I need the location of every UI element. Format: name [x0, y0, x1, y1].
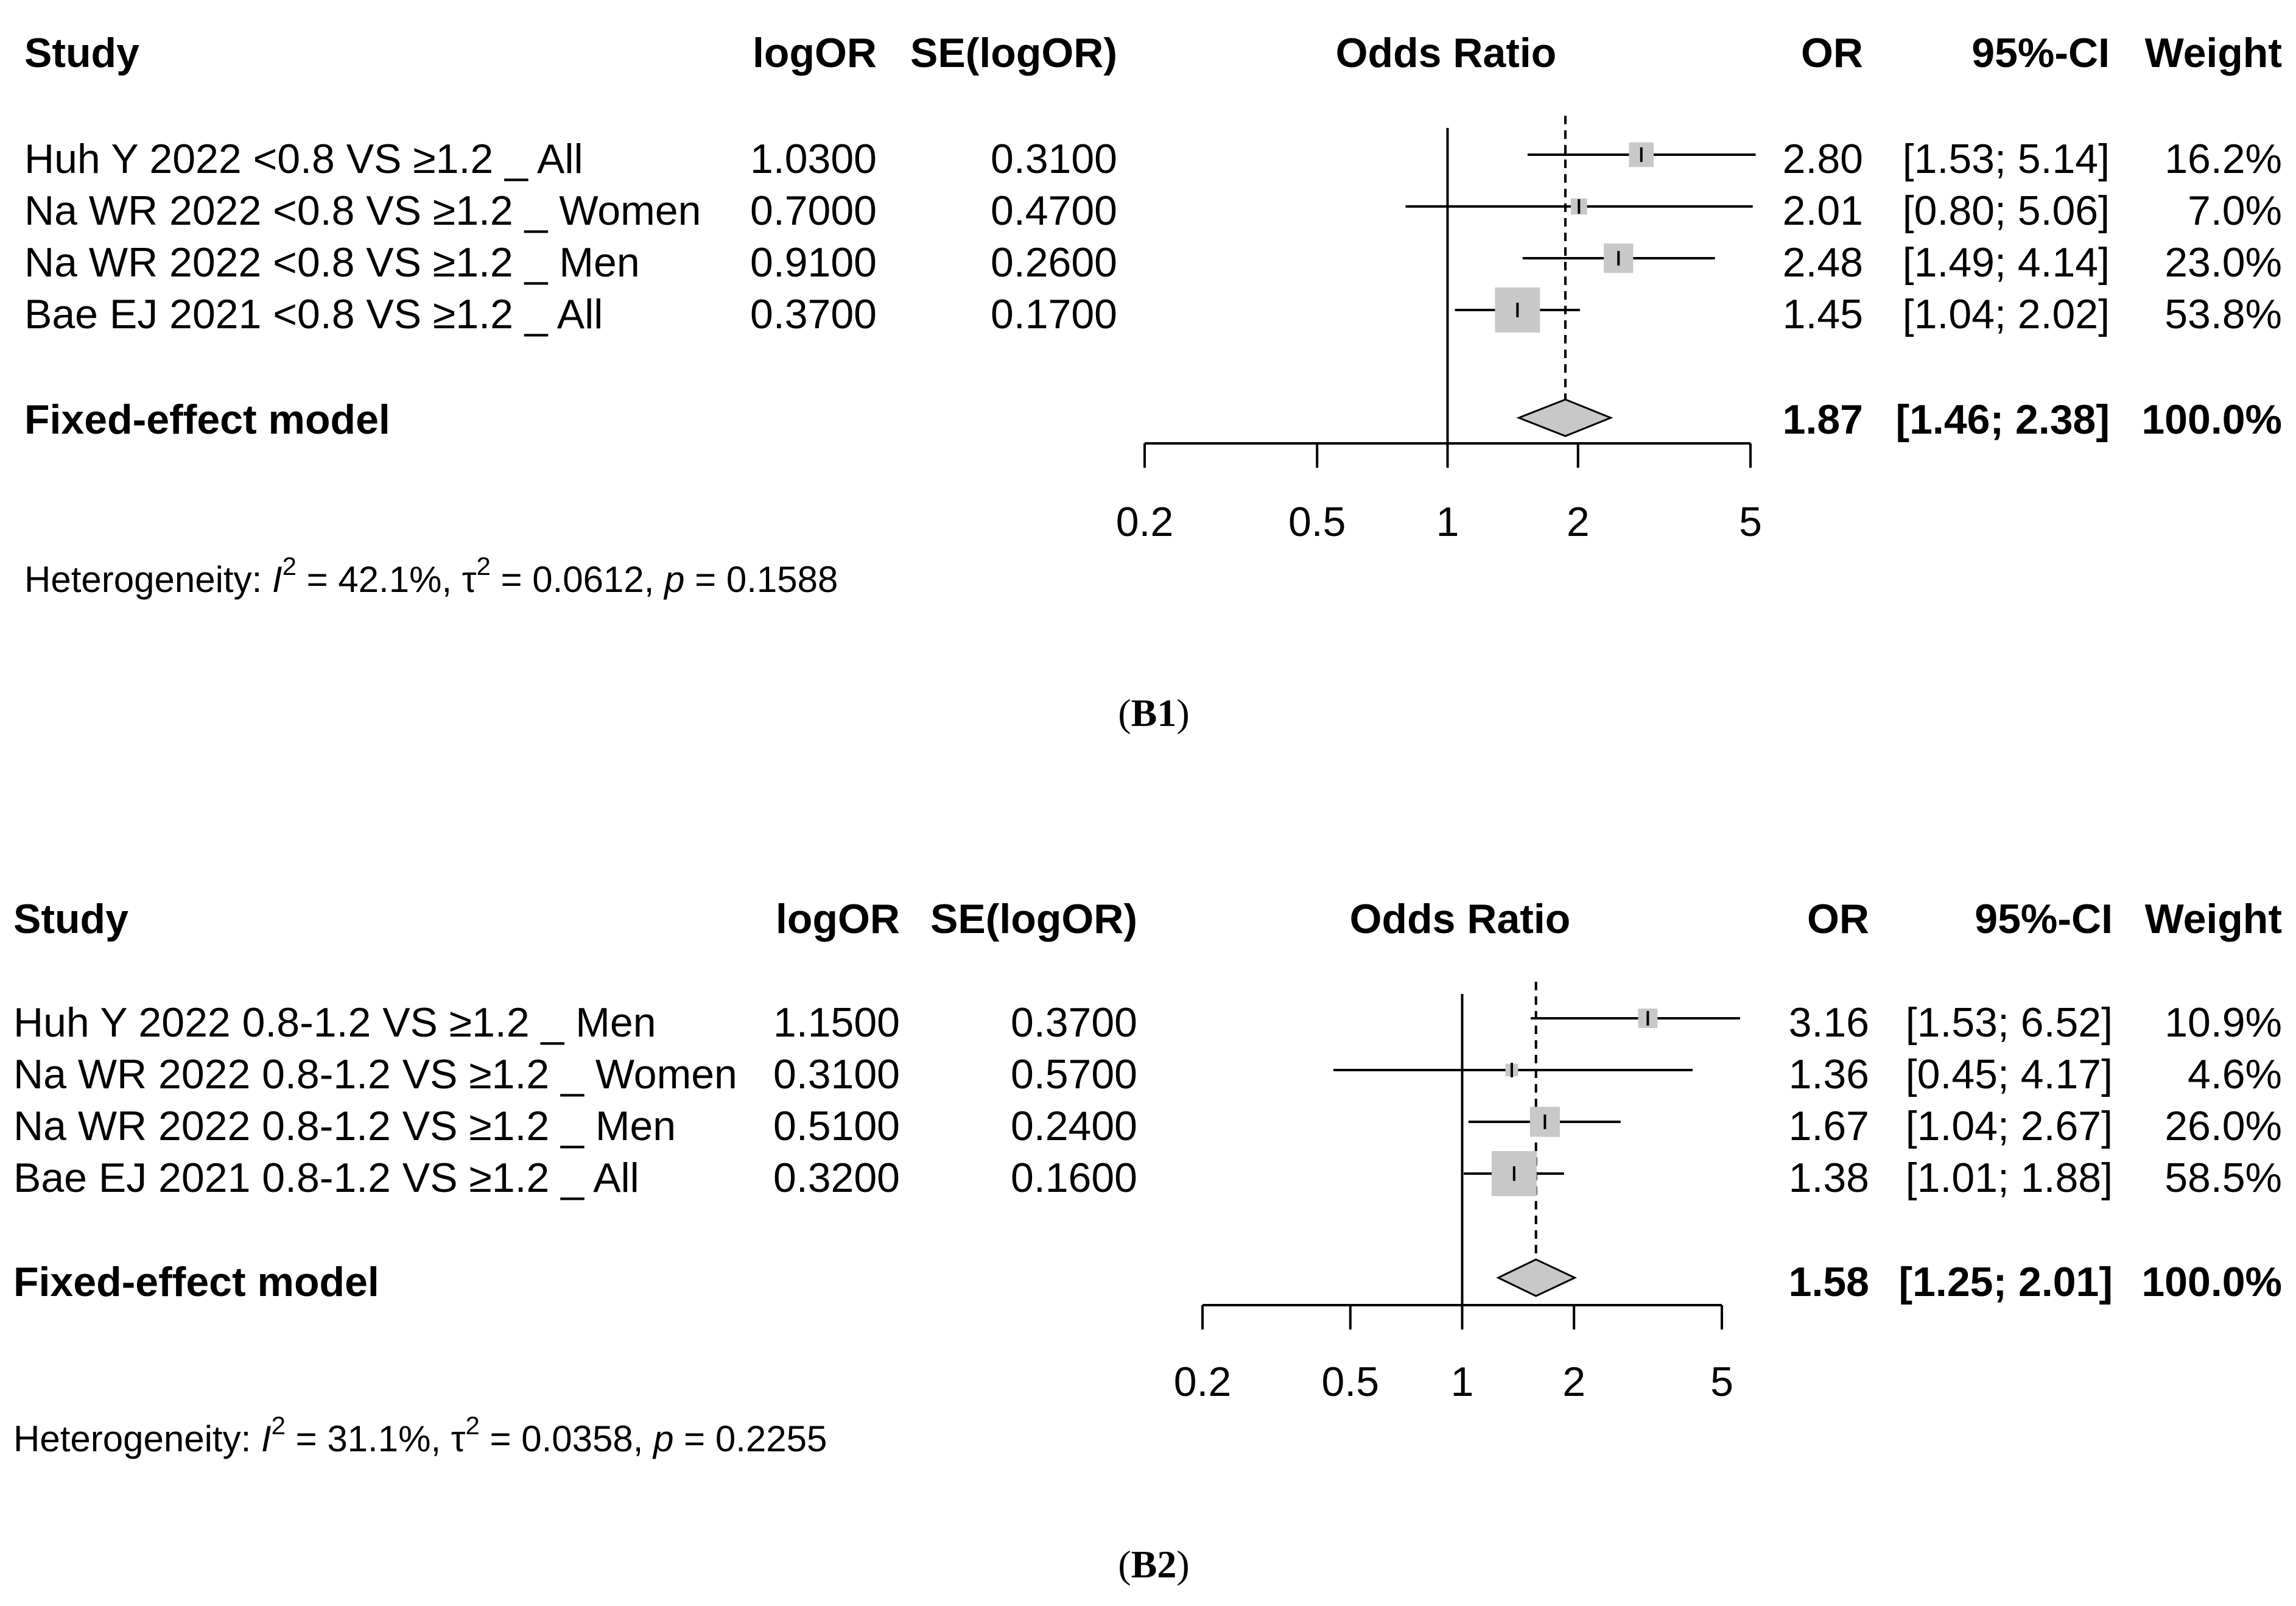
header-weight: Weight	[2145, 30, 2282, 76]
header-odds-ratio: Odds Ratio	[1350, 896, 1571, 942]
study-se: 0.5700	[1011, 1051, 1137, 1097]
header-ci: 95%-CI	[1971, 30, 2110, 76]
summary-label: Fixed-effect model	[24, 396, 390, 443]
study-or: 1.45	[1783, 291, 1863, 337]
forest-plot-area: 0.2 0.5 1 2 5	[1116, 116, 1762, 545]
heterogeneity-text: Heterogeneity: I2 = 31.1%, τ2 = 0.0358, …	[13, 1411, 827, 1459]
forest-plot-area: 0.2 0.5 1 2 5	[1174, 982, 1740, 1405]
study-label: Na WR 2022 <0.8 VS ≥1.2 _ Men	[24, 239, 640, 286]
summary-diamond	[1496, 1258, 1578, 1297]
study-weight: 16.2%	[2164, 136, 2282, 182]
summary-diamond	[1516, 398, 1613, 437]
study-ci: [1.53; 6.52]	[1906, 999, 2113, 1046]
axis-tick-label: 2	[1562, 1359, 1585, 1405]
study-se: 0.3100	[991, 136, 1117, 182]
axis-tick-label: 2	[1567, 499, 1590, 545]
study-logor: 0.3100	[773, 1051, 900, 1097]
study-weight: 7.0%	[2188, 188, 2282, 234]
summary-label: Fixed-effect model	[13, 1259, 379, 1305]
study-label: Bae EJ 2021 <0.8 VS ≥1.2 _ All	[24, 291, 603, 337]
study-label: Na WR 2022 <0.8 VS ≥1.2 _ Women	[24, 188, 701, 234]
study-se: 0.1700	[991, 291, 1117, 337]
header-weight: Weight	[2145, 896, 2282, 942]
panel-caption: (B1)	[1118, 691, 1189, 734]
study-label: Huh Y 2022 <0.8 VS ≥1.2 _ All	[24, 136, 583, 182]
study-or: 1.67	[1789, 1103, 1869, 1149]
study-or: 2.01	[1783, 188, 1863, 234]
summary-weight: 100.0%	[2141, 1259, 2282, 1305]
study-weight: 26.0%	[2164, 1103, 2282, 1149]
study-ci: [0.80; 5.06]	[1903, 188, 2110, 234]
study-ci: [1.49; 4.14]	[1903, 239, 2110, 286]
study-ci: [1.04; 2.67]	[1906, 1103, 2113, 1149]
axis-tick-label: 1	[1436, 499, 1459, 545]
header-se: SE(logOR)	[910, 30, 1117, 76]
axis-tick-label: 0.5	[1322, 1359, 1380, 1405]
header-study: Study	[24, 30, 139, 76]
study-label: Na WR 2022 0.8-1.2 VS ≥1.2 _ Women	[13, 1051, 737, 1097]
study-weight: 10.9%	[2164, 999, 2282, 1046]
study-ci: [1.53; 5.14]	[1903, 136, 2110, 182]
study-logor: 0.9100	[750, 239, 877, 286]
study-se: 0.2600	[991, 239, 1117, 286]
study-or: 2.48	[1783, 239, 1863, 286]
study-ci: [1.01; 1.88]	[1906, 1155, 2113, 1201]
axis-tick-label: 5	[1739, 499, 1762, 545]
header-or: OR	[1807, 896, 1869, 942]
header-study: Study	[13, 896, 128, 942]
study-label: Bae EJ 2021 0.8-1.2 VS ≥1.2 _ All	[13, 1155, 639, 1201]
study-logor: 0.3700	[750, 291, 877, 337]
study-label: Huh Y 2022 0.8-1.2 VS ≥1.2 _ Men	[13, 999, 656, 1046]
study-or: 3.16	[1789, 999, 1869, 1046]
study-se: 0.1600	[1011, 1155, 1137, 1201]
study-label: Na WR 2022 0.8-1.2 VS ≥1.2 _ Men	[13, 1103, 676, 1149]
study-se: 0.4700	[991, 188, 1117, 234]
study-logor: 0.7000	[750, 188, 877, 234]
forest-panel-b2: Study logOR SE(logOR) Odds Ratio OR 95%-…	[13, 896, 2282, 1586]
header-se: SE(logOR)	[930, 896, 1137, 942]
study-se: 0.2400	[1011, 1103, 1137, 1149]
study-logor: 0.5100	[773, 1103, 900, 1149]
axis-tick-label: 0.2	[1174, 1359, 1232, 1405]
study-or: 1.38	[1789, 1155, 1869, 1201]
axis-tick-label: 1	[1451, 1359, 1474, 1405]
study-ci: [1.04; 2.02]	[1903, 291, 2110, 337]
header-or: OR	[1801, 30, 1863, 76]
header-logor: logOR	[753, 30, 877, 76]
header-ci: 95%-CI	[1975, 896, 2113, 942]
study-weight: 58.5%	[2164, 1155, 2282, 1201]
summary-or: 1.87	[1783, 396, 1863, 443]
header-logor: logOR	[776, 896, 900, 942]
study-logor: 0.3200	[773, 1155, 900, 1201]
study-logor: 1.0300	[750, 136, 877, 182]
study-weight: 4.6%	[2188, 1051, 2282, 1097]
summary-weight: 100.0%	[2141, 396, 2282, 443]
study-se: 0.3700	[1011, 999, 1137, 1046]
study-weight: 23.0%	[2164, 239, 2282, 286]
summary-ci: [1.25; 2.01]	[1898, 1259, 2113, 1305]
header-odds-ratio: Odds Ratio	[1336, 30, 1557, 76]
study-ci: [0.45; 4.17]	[1906, 1051, 2113, 1097]
axis-tick-label: 5	[1710, 1359, 1733, 1405]
summary-ci: [1.46; 2.38]	[1895, 396, 2110, 443]
summary-or: 1.58	[1789, 1259, 1869, 1305]
study-weight: 53.8%	[2164, 291, 2282, 337]
forest-panel-b1: Study logOR SE(logOR) Odds Ratio OR 95%-…	[24, 30, 2282, 734]
axis-tick-label: 0.2	[1116, 499, 1174, 545]
axis-tick-label: 0.5	[1288, 499, 1346, 545]
study-or: 1.36	[1789, 1051, 1869, 1097]
study-logor: 1.1500	[773, 999, 900, 1046]
heterogeneity-text: Heterogeneity: I2 = 42.1%, τ2 = 0.0612, …	[24, 552, 838, 600]
study-or: 2.80	[1783, 136, 1863, 182]
panel-caption: (B2)	[1118, 1543, 1189, 1586]
